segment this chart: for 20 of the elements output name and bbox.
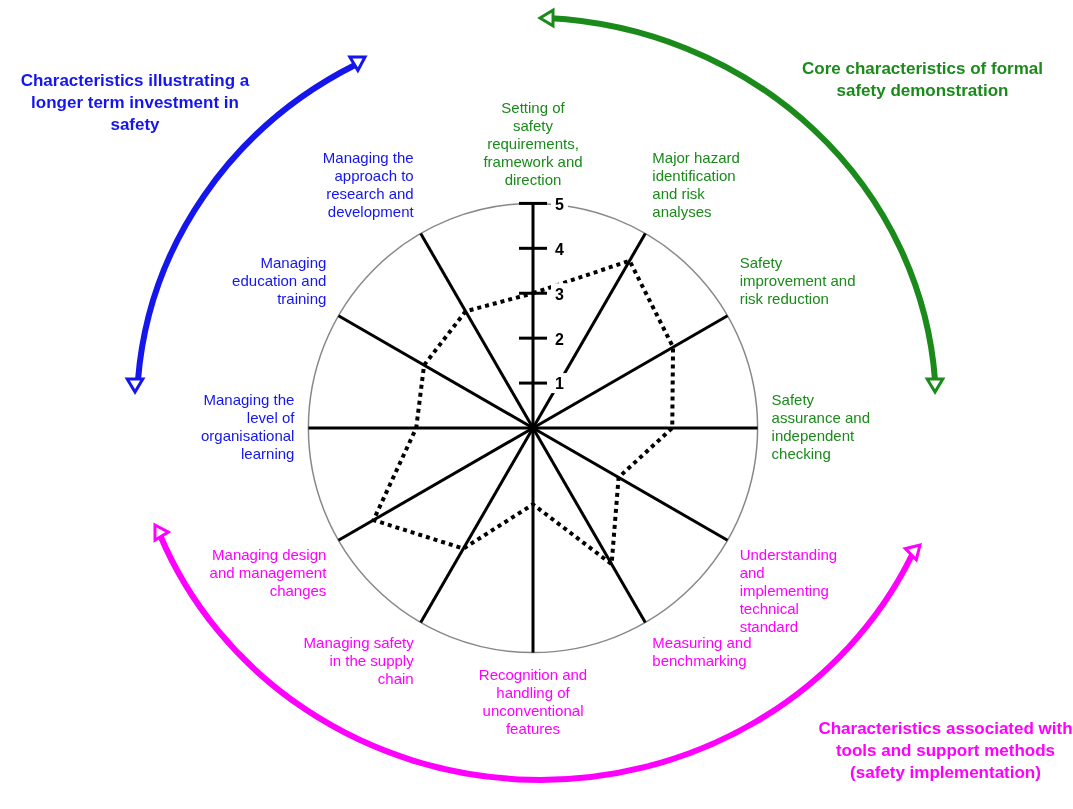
spoke-label: Managing safety in the supply chain [303,633,415,687]
spoke-label: Managing the approach to research and development [322,148,415,220]
y-tick-label: 4 [555,240,564,258]
spoke-label: Recognition and handling of unconventional features [478,665,588,737]
spoke-label: Setting of safety requirements, framework and direction [483,98,583,188]
spoke-label: Managing design and management changes [209,546,328,600]
y-tick-label: 5 [555,195,564,213]
spoke-label: Understanding and implementing technical standard [739,546,838,636]
text: Core characteristics of formal safety demonstration [801,58,1044,102]
spoke-label: Major hazard identification and risk analyses [652,148,740,220]
y-tick-label: 2 [555,330,564,348]
spoke-label: Measuring and benchmarking [652,633,752,669]
text: Characteristics associated with tools and support methods (safety implementation) [818,718,1073,784]
spoke-label: Managing education and training [232,253,327,307]
spoke-label: Safety assurance and independent checking [771,391,871,463]
spoke-label: Managing the level of organisational learning [200,391,296,463]
spoke-label: Safety improvement and risk reduction [739,253,856,307]
y-tick-label: 1 [555,375,564,393]
y-tick-label: 3 [555,285,564,303]
text: Characteristics illustrating a longer term investment in safety [19,70,251,136]
